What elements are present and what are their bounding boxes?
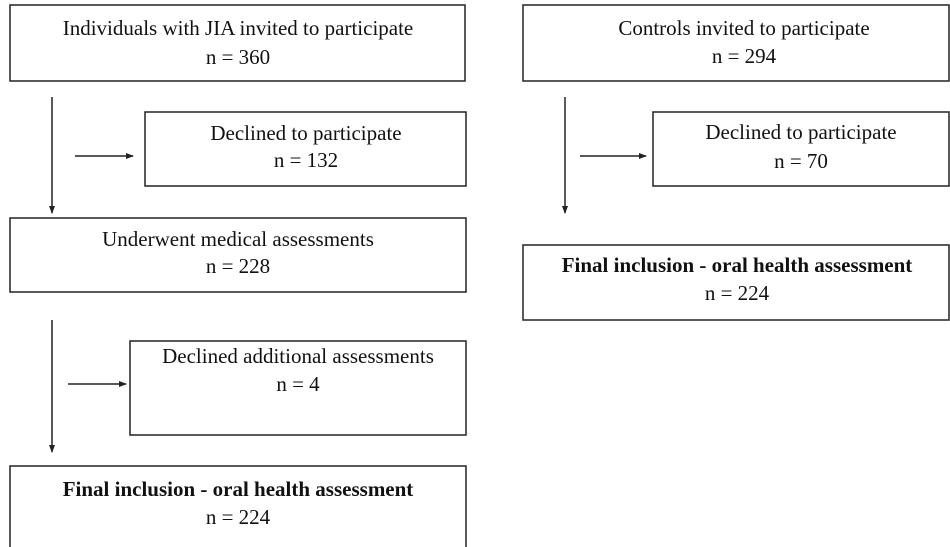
- node-box: [144, 111, 467, 187]
- node-count: n = 224: [206, 505, 271, 529]
- node-label: Declined to participate: [705, 120, 896, 144]
- node-label: Declined to participate: [210, 121, 401, 145]
- node-label: Final inclusion - oral health assessment: [562, 253, 913, 277]
- node-label: Declined additional assessments: [162, 344, 434, 368]
- node-count: n = 294: [712, 44, 777, 68]
- node-box: [9, 217, 467, 293]
- node-label: Individuals with JIA invited to particip…: [63, 16, 414, 40]
- node-box: [522, 4, 950, 82]
- node-count: n = 4: [276, 372, 320, 396]
- node-count: n = 224: [705, 281, 770, 305]
- node-box: [129, 340, 467, 436]
- node-count: n = 132: [274, 148, 338, 172]
- node-label: Underwent medical assessments: [102, 227, 374, 251]
- node-count: n = 360: [206, 45, 270, 69]
- node-box: [9, 4, 466, 82]
- node-box: [9, 465, 467, 547]
- node-box: [522, 244, 950, 321]
- node-count: n = 228: [206, 254, 270, 278]
- node-label: Controls invited to participate: [618, 16, 869, 40]
- node-box: [652, 111, 950, 187]
- node-count: n = 70: [774, 149, 828, 173]
- node-label: Final inclusion - oral health assessment: [63, 477, 414, 501]
